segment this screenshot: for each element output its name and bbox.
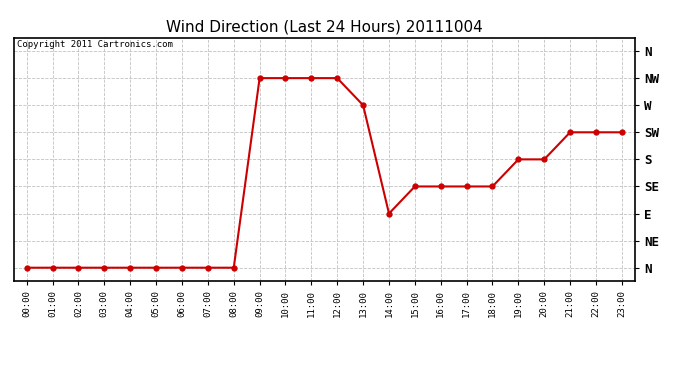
Title: Wind Direction (Last 24 Hours) 20111004: Wind Direction (Last 24 Hours) 20111004 <box>166 20 483 35</box>
Text: Copyright 2011 Cartronics.com: Copyright 2011 Cartronics.com <box>17 40 172 49</box>
